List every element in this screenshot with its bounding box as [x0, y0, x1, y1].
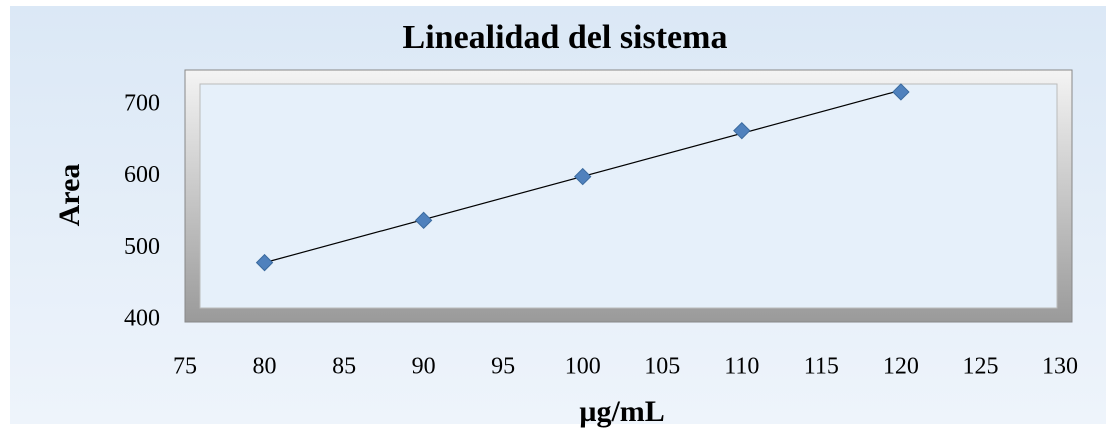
x-tick-label: 90 — [412, 354, 436, 380]
x-tick-label: 100 — [565, 354, 601, 380]
plot-area — [199, 83, 1058, 309]
x-tick-label: 85 — [332, 354, 356, 380]
point — [733, 121, 751, 140]
y-axis-label: Area — [53, 164, 86, 227]
y-tick-label: 400 — [124, 306, 160, 332]
x-tick-label: 80 — [253, 354, 277, 380]
x-tick-label: 105 — [644, 354, 680, 380]
x-tick-label: 110 — [724, 354, 759, 380]
x-axis-label: µg/mL — [579, 395, 665, 428]
y-tick-label: 600 — [124, 162, 160, 188]
y-tick-label: 500 — [124, 234, 160, 260]
x-tick-label: 95 — [491, 354, 515, 380]
point — [574, 167, 592, 186]
x-tick-label: 75 — [173, 354, 197, 380]
point — [255, 253, 274, 272]
point — [414, 211, 433, 230]
x-tick-label: 115 — [804, 354, 839, 380]
x-tick-label: 125 — [962, 354, 998, 380]
chart-title: Linealidad del sistema — [403, 19, 728, 56]
x-tick-label: 120 — [883, 354, 919, 380]
y-tick-label: 700 — [124, 90, 160, 116]
point — [892, 83, 910, 101]
x-tick-label: 130 — [1042, 354, 1078, 380]
